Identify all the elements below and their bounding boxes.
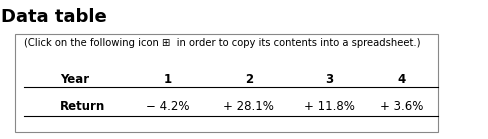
Text: + 11.8%: + 11.8% — [304, 100, 354, 113]
Text: Return: Return — [60, 100, 105, 113]
Text: + 28.1%: + 28.1% — [223, 100, 274, 113]
Text: 4: 4 — [397, 73, 405, 86]
FancyBboxPatch shape — [15, 34, 437, 132]
Text: (Click on the following icon ⊞  in order to copy its contents into a spreadsheet: (Click on the following icon ⊞ in order … — [24, 38, 420, 48]
Text: − 4.2%: − 4.2% — [146, 100, 189, 113]
Text: 3: 3 — [325, 73, 333, 86]
Text: Year: Year — [60, 73, 89, 86]
Text: 2: 2 — [244, 73, 252, 86]
Text: Data table: Data table — [1, 8, 107, 26]
Text: 1: 1 — [163, 73, 171, 86]
Text: + 3.6%: + 3.6% — [379, 100, 423, 113]
